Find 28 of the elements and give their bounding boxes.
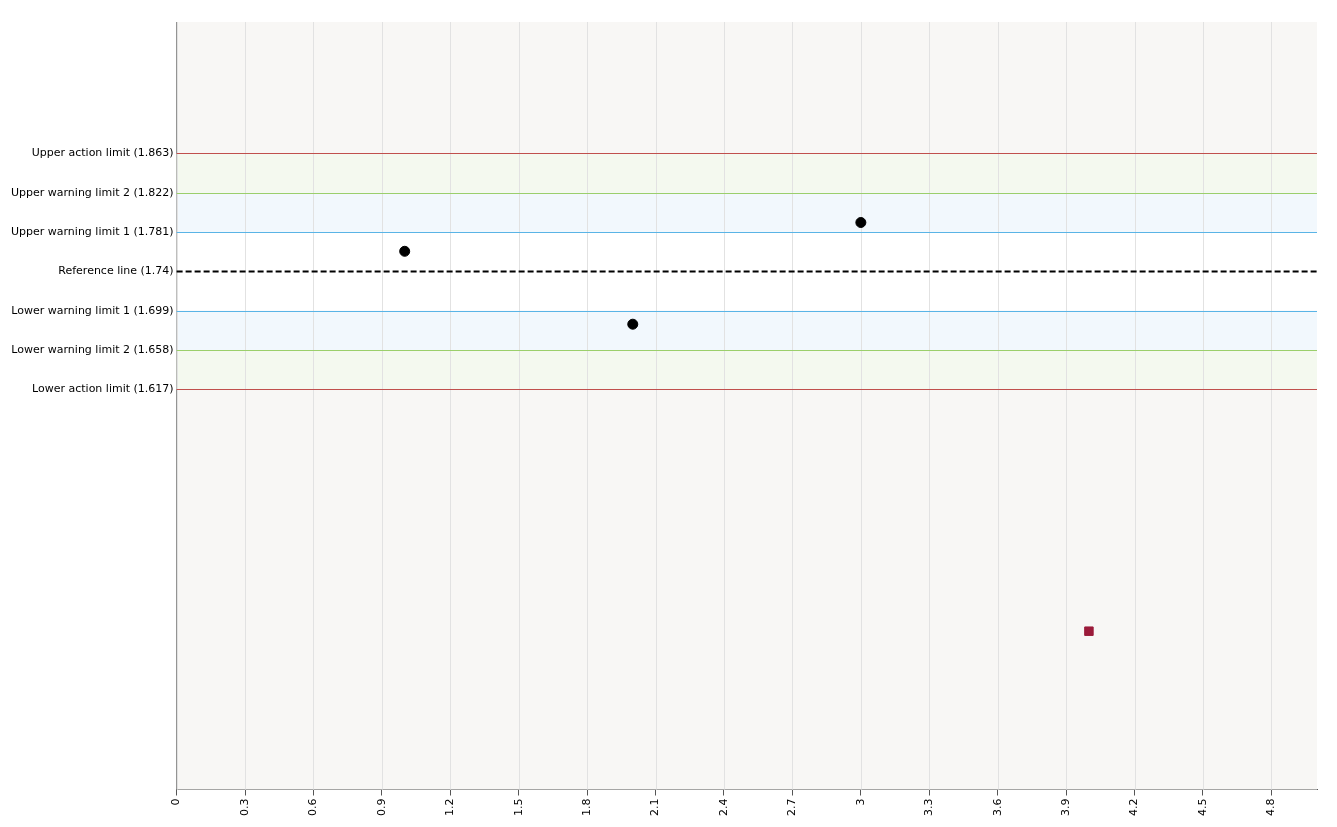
x-tick-label: 1.2	[443, 798, 457, 817]
x-tick-label: 3	[853, 798, 867, 806]
y-tick-label: Lower warning limit 2 (1.658)	[11, 342, 174, 356]
y-tick-label: Reference line (1.74)	[58, 264, 174, 278]
point	[1084, 626, 1094, 636]
x-tick-label: 3.3	[922, 798, 936, 817]
x-tick-label: 0	[169, 798, 183, 806]
x-tick-label: 3.6	[990, 798, 1004, 817]
x-tick-label: 4.2	[1127, 798, 1141, 817]
x-tick-label: 2.7	[785, 798, 799, 817]
y-tick-label: Lower warning limit 1 (1.699)	[11, 303, 174, 317]
x-tick-label: 2.4	[716, 798, 730, 817]
x-tick-label: 3.9	[1058, 798, 1072, 817]
x-tick-label: 4.5	[1195, 798, 1209, 817]
y-tick-label: Upper warning limit 2 (1.822)	[10, 185, 174, 199]
y-tick-label: Upper warning limit 1 (1.781)	[10, 224, 174, 238]
x-tick-label: 1.8	[580, 798, 594, 817]
point	[627, 318, 639, 330]
y-tick-label: Upper action limit (1.863)	[31, 146, 174, 160]
y-tick-label: Lower action limit (1.617)	[32, 382, 174, 396]
point	[399, 245, 411, 257]
x-tick-label: 0.9	[374, 798, 388, 817]
x-tick-label: 1.5	[511, 798, 525, 817]
point	[855, 217, 867, 229]
x-tick-label: 4.8	[1264, 798, 1278, 817]
x-tick-label: 0.3	[237, 798, 251, 817]
x-tick-label: 0.6	[306, 798, 320, 817]
x-tick-label: 2.1	[648, 798, 662, 817]
